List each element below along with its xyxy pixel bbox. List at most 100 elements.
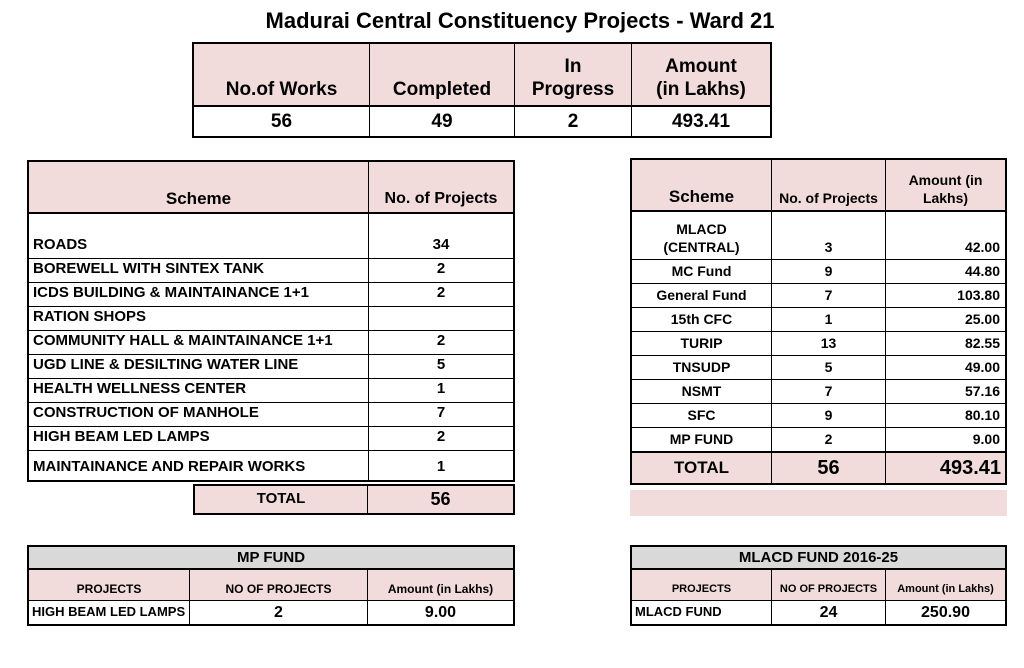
table-cell: 1 <box>772 308 886 331</box>
table-cell: 5 <box>436 356 446 374</box>
table-row: HIGH BEAM LED LAMPS 2 <box>29 427 513 451</box>
table-row: RATION SHOPS <box>29 307 513 331</box>
table-cell: COMMUNITY HALL & MAINTAINANCE 1+1 <box>29 331 369 354</box>
column-header-scheme: Scheme <box>632 160 772 210</box>
table-row: MP FUND 2 9.00 <box>632 428 1005 451</box>
table-row: TNSUDP 5 49.00 <box>632 356 1005 380</box>
table-cell: MLACD (CENTRAL) <box>632 212 772 259</box>
table-cell: 3 <box>772 212 886 259</box>
column-header-amount: Amount (in Lakhs) <box>387 582 494 596</box>
table-cell: 1 <box>436 458 446 476</box>
mp-fund-table: MP FUND PROJECTS NO OF PROJECTS Amount (… <box>27 545 515 626</box>
table-cell: 2 <box>436 428 446 446</box>
table-cell: BOREWELL WITH SINTEX TANK <box>29 259 369 282</box>
table-row: MAINTAINANCE AND REPAIR WORKS 1 <box>29 451 513 480</box>
total-amount-value: 493.41 <box>939 456 1001 479</box>
scheme-projects-header-row: Scheme No. of Projects <box>29 162 513 214</box>
table-cell: 57.16 <box>964 382 1000 399</box>
table-row: BOREWELL WITH SINTEX TANK 2 <box>29 259 513 283</box>
table-cell: 25.00 <box>964 310 1000 327</box>
table-cell: 9 <box>772 260 886 283</box>
table-row: SFC 9 80.10 <box>632 404 1005 428</box>
column-header-projects: PROJECTS <box>29 570 190 600</box>
table-cell: TURIP <box>632 332 772 355</box>
table-row: NSMT 7 57.16 <box>632 380 1005 404</box>
table-cell: MAINTAINANCE AND REPAIR WORKS <box>29 451 369 480</box>
table-cell: 9.00 <box>972 430 1000 447</box>
column-header-no-of-projects: NO OF PROJECTS <box>772 570 886 600</box>
column-header-amount: Amount (in Lakhs) <box>656 55 746 101</box>
page-title: Madurai Central Constituency Projects - … <box>265 8 775 33</box>
completed-value: 49 <box>370 107 515 136</box>
table-cell: 9.00 <box>424 603 457 621</box>
mlacd-fund-body: MLACD FUND 24 250.90 <box>632 601 1005 624</box>
scheme-amount-total-row: TOTAL 56 493.41 <box>632 451 1005 483</box>
column-header-projects: PROJECTS <box>632 570 772 600</box>
total-label: TOTAL <box>632 453 772 483</box>
column-header-scheme: Scheme <box>29 162 369 212</box>
in-progress-value: 2 <box>515 107 632 136</box>
table-cell: 103.80 <box>957 286 1000 303</box>
mp-fund-body: HIGH BEAM LED LAMPS 2 9.00 <box>29 601 513 624</box>
column-header-no-of-projects: No. of Projects <box>384 190 498 207</box>
table-cell: 250.90 <box>921 603 970 621</box>
scheme-amount-body: MLACD (CENTRAL) 3 42.00 MC Fund 9 44.80 Genera… <box>632 212 1005 451</box>
column-header-completed: Completed <box>370 44 515 105</box>
table-cell: ICDS BUILDING & MAINTAINANCE 1+1 <box>29 283 369 306</box>
table-cell: MC Fund <box>632 260 772 283</box>
no-of-works-value: 56 <box>194 107 370 136</box>
table-cell: 2 <box>190 601 368 624</box>
table-cell: 2 <box>772 428 886 451</box>
table-cell: 2 <box>436 284 446 302</box>
table-row: ICDS BUILDING & MAINTAINANCE 1+1 2 <box>29 283 513 307</box>
scheme-amount-table: Scheme No. of Projects Amount (in Lakhs)… <box>630 158 1007 485</box>
table-cell: HIGH BEAM LED LAMPS <box>29 601 190 624</box>
table-cell: ROADS <box>29 214 369 258</box>
table-row: 15th CFC 1 25.00 <box>632 308 1005 332</box>
table-cell: MLACD FUND <box>632 601 772 624</box>
summary-table: No.of Works Completed In Progress Amount… <box>192 42 772 138</box>
table-cell: 1 <box>436 380 446 398</box>
mlacd-fund-title: MLACD FUND 2016-25 <box>632 547 1005 570</box>
mp-fund-title: MP FUND <box>29 547 513 570</box>
scheme-projects-table: Scheme No. of Projects ROADS 34 BOREWELL W… <box>27 160 515 482</box>
table-row: UGD LINE & DESILTING WATER LINE 5 <box>29 355 513 379</box>
table-row: MLACD FUND 24 250.90 <box>632 601 1005 624</box>
table-row: ROADS 34 <box>29 214 513 259</box>
table-cell: 2 <box>436 332 446 350</box>
column-header-no-of-works: No.of Works <box>194 44 370 105</box>
scheme-projects-body: ROADS 34 BOREWELL WITH SINTEX TANK 2 ICDS BU… <box>29 214 513 480</box>
mlacd-fund-header-row: PROJECTS NO OF PROJECTS Amount (in Lakhs… <box>632 570 1005 601</box>
table-cell: HIGH BEAM LED LAMPS <box>29 427 369 450</box>
scheme-projects-total-row: TOTAL 56 <box>193 484 515 515</box>
scheme-amount-header-row: Scheme No. of Projects Amount (in Lakhs) <box>632 160 1005 212</box>
table-cell: 82.55 <box>964 334 1000 351</box>
total-projects-value: 56 <box>772 453 886 483</box>
summary-values-row: 56 49 2 493.41 <box>194 107 770 136</box>
table-row: HIGH BEAM LED LAMPS 2 9.00 <box>29 601 513 624</box>
column-header-no-of-projects: NO OF PROJECTS <box>190 570 368 600</box>
table-cell: MP FUND <box>632 428 772 451</box>
table-cell: 2 <box>436 260 446 278</box>
table-cell: SFC <box>632 404 772 427</box>
table-row: MC Fund 9 44.80 <box>632 260 1005 284</box>
total-value: 56 <box>430 489 451 510</box>
table-cell: NSMT <box>632 380 772 403</box>
table-row: TURIP 13 82.55 <box>632 332 1005 356</box>
table-cell: 7 <box>772 380 886 403</box>
table-row: MLACD (CENTRAL) 3 42.00 <box>632 212 1005 260</box>
table-cell: 80.10 <box>964 406 1000 423</box>
table-cell: General Fund <box>632 284 772 307</box>
table-row: General Fund 7 103.80 <box>632 284 1005 308</box>
table-cell: 44.80 <box>964 262 1000 279</box>
table-cell: 5 <box>772 356 886 379</box>
table-row: HEALTH WELLNESS CENTER 1 <box>29 379 513 403</box>
column-header-amount: Amount (in Lakhs) <box>897 583 994 596</box>
mp-fund-header-row: PROJECTS NO OF PROJECTS Amount (in Lakhs… <box>29 570 513 601</box>
table-cell: 15th CFC <box>632 308 772 331</box>
table-cell <box>369 307 513 330</box>
table-cell: 24 <box>772 601 886 624</box>
mlacd-fund-table: MLACD FUND 2016-25 PROJECTS NO OF PROJEC… <box>630 545 1007 626</box>
summary-header-row: No.of Works Completed In Progress Amount… <box>194 44 770 107</box>
table-cell: HEALTH WELLNESS CENTER <box>29 379 369 402</box>
